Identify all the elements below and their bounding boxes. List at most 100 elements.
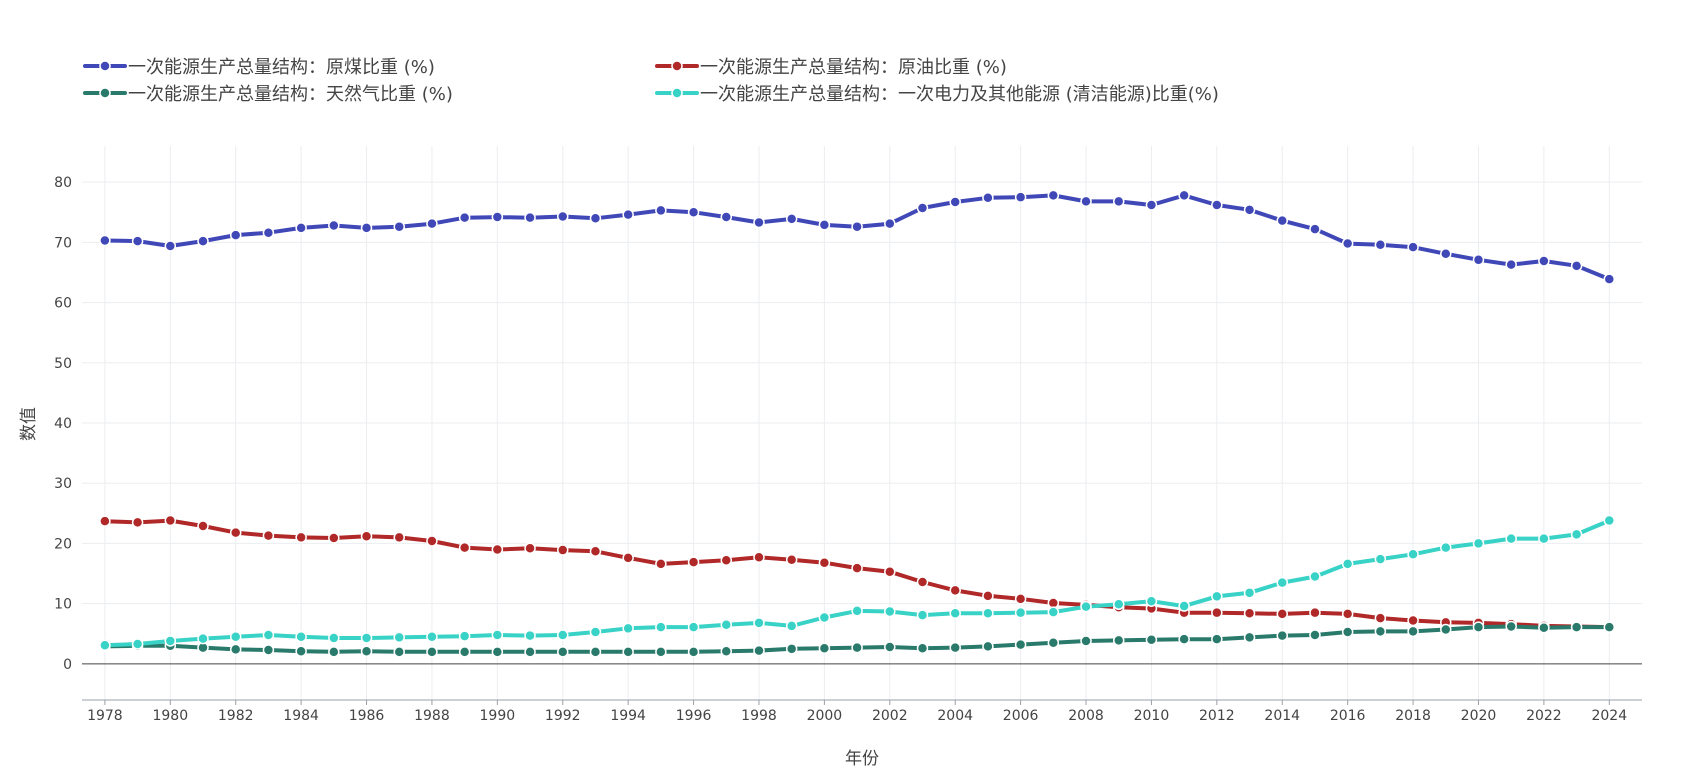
data-point[interactable] xyxy=(720,211,733,223)
data-point[interactable] xyxy=(655,558,667,570)
data-point[interactable] xyxy=(360,222,373,234)
data-point[interactable] xyxy=(1341,626,1354,638)
data-point[interactable] xyxy=(1112,195,1125,208)
data-point[interactable] xyxy=(1047,606,1060,618)
data-point[interactable] xyxy=(1374,625,1387,638)
data-point[interactable] xyxy=(557,646,569,658)
data-point[interactable] xyxy=(589,545,602,558)
data-point[interactable] xyxy=(720,645,733,657)
data-point[interactable] xyxy=(426,646,438,658)
data-point[interactable] xyxy=(622,622,634,635)
data-point[interactable] xyxy=(99,234,111,247)
legend-item[interactable]: 一次能源生产总量结构：原油比重 (%) xyxy=(655,57,1007,78)
data-point[interactable] xyxy=(1440,541,1452,554)
data-point[interactable] xyxy=(197,235,209,247)
data-point[interactable] xyxy=(229,526,242,539)
data-point[interactable] xyxy=(687,621,700,633)
data-point[interactable] xyxy=(687,646,700,658)
data-point[interactable] xyxy=(1603,273,1616,285)
data-point[interactable] xyxy=(589,626,602,638)
data-point[interactable] xyxy=(622,208,634,221)
data-point[interactable] xyxy=(458,646,471,658)
data-point[interactable] xyxy=(1472,621,1485,633)
data-point[interactable] xyxy=(1112,598,1125,611)
data-point[interactable] xyxy=(262,644,275,656)
legend-item[interactable]: 一次能源生产总量结构：原煤比重 (%) xyxy=(83,57,435,78)
data-point[interactable] xyxy=(851,562,863,574)
data-point[interactable] xyxy=(393,531,405,544)
data-point[interactable] xyxy=(720,554,733,567)
legend-item[interactable]: 一次能源生产总量结构：天然气比重 (%) xyxy=(83,84,453,105)
data-point[interactable] xyxy=(1538,621,1550,634)
data-point[interactable] xyxy=(1211,606,1223,619)
data-point[interactable] xyxy=(884,605,896,618)
data-point[interactable] xyxy=(458,211,471,224)
data-point[interactable] xyxy=(393,631,405,644)
data-point[interactable] xyxy=(916,609,929,621)
data-point[interactable] xyxy=(99,639,111,651)
data-point[interactable] xyxy=(262,629,275,641)
data-point[interactable] xyxy=(1505,532,1517,545)
data-point[interactable] xyxy=(982,640,994,653)
data-point[interactable] xyxy=(1309,223,1321,235)
data-point[interactable] xyxy=(884,217,896,230)
data-point[interactable] xyxy=(949,641,961,654)
data-point[interactable] xyxy=(916,642,929,654)
data-point[interactable] xyxy=(360,530,373,542)
data-point[interactable] xyxy=(295,222,307,234)
data-point[interactable] xyxy=(1538,532,1550,545)
data-point[interactable] xyxy=(1341,237,1354,250)
data-point[interactable] xyxy=(1243,607,1256,620)
data-point[interactable] xyxy=(1047,189,1060,202)
legend-item[interactable]: 一次能源生产总量结构：一次电力及其他能源 (清洁能源)比重(%) xyxy=(655,84,1219,105)
data-point[interactable] xyxy=(393,646,405,658)
data-point[interactable] xyxy=(1570,621,1583,633)
data-point[interactable] xyxy=(687,556,700,568)
data-point[interactable] xyxy=(557,629,569,641)
data-point[interactable] xyxy=(1145,595,1158,607)
data-point[interactable] xyxy=(426,217,438,230)
data-point[interactable] xyxy=(1276,629,1289,642)
data-point[interactable] xyxy=(1407,625,1419,638)
data-point[interactable] xyxy=(1603,621,1616,633)
data-point[interactable] xyxy=(328,632,340,644)
data-point[interactable] xyxy=(295,645,307,657)
data-point[interactable] xyxy=(1243,204,1256,216)
data-point[interactable] xyxy=(164,240,177,252)
data-point[interactable] xyxy=(589,646,602,658)
data-point[interactable] xyxy=(164,514,177,527)
data-point[interactable] xyxy=(1341,558,1354,570)
data-point[interactable] xyxy=(1178,633,1190,645)
data-point[interactable] xyxy=(1341,608,1354,620)
data-point[interactable] xyxy=(949,196,961,208)
data-point[interactable] xyxy=(818,219,831,231)
data-point[interactable] xyxy=(426,631,438,643)
data-point[interactable] xyxy=(1211,590,1223,603)
data-point[interactable] xyxy=(131,516,144,529)
data-point[interactable] xyxy=(1276,576,1289,589)
data-point[interactable] xyxy=(1440,623,1452,636)
data-point[interactable] xyxy=(1472,537,1485,550)
data-point[interactable] xyxy=(360,645,373,657)
data-point[interactable] xyxy=(949,607,961,620)
data-point[interactable] xyxy=(720,618,733,631)
data-point[interactable] xyxy=(753,617,765,629)
data-point[interactable] xyxy=(524,542,536,555)
data-point[interactable] xyxy=(262,529,275,542)
data-point[interactable] xyxy=(818,556,831,569)
data-point[interactable] xyxy=(99,515,111,527)
data-point[interactable] xyxy=(557,544,569,556)
data-point[interactable] xyxy=(851,220,863,233)
data-point[interactable] xyxy=(262,226,275,239)
data-point[interactable] xyxy=(131,235,144,247)
data-point[interactable] xyxy=(1276,608,1289,620)
data-point[interactable] xyxy=(1178,600,1190,612)
data-point[interactable] xyxy=(328,532,340,544)
data-point[interactable] xyxy=(458,541,471,554)
data-point[interactable] xyxy=(1603,514,1616,527)
data-point[interactable] xyxy=(687,206,700,218)
data-point[interactable] xyxy=(360,632,373,644)
data-point[interactable] xyxy=(982,607,994,620)
data-point[interactable] xyxy=(524,211,536,224)
data-point[interactable] xyxy=(753,551,765,564)
